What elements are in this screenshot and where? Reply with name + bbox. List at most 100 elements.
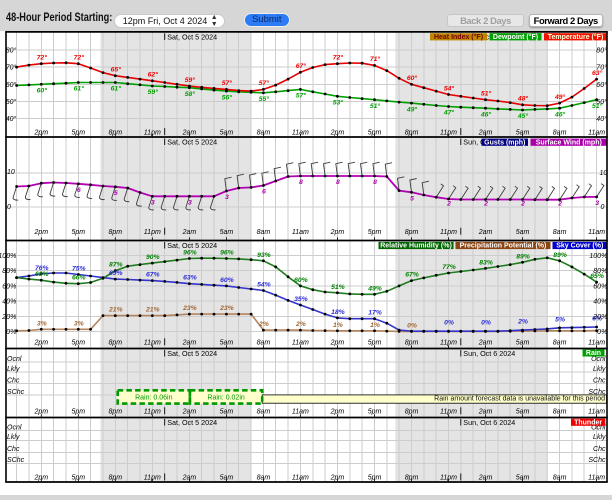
svg-text:2: 2: [483, 201, 488, 208]
svg-text:3: 3: [151, 200, 155, 207]
svg-text:6%: 6%: [592, 316, 602, 323]
svg-text:Temperature (°F): Temperature (°F): [548, 33, 604, 41]
svg-text:11pm: 11pm: [144, 475, 161, 482]
svg-text:18%: 18%: [331, 309, 345, 316]
svg-text:2am: 2am: [478, 229, 493, 236]
svg-text:11am: 11am: [588, 409, 605, 416]
svg-text:2%: 2%: [295, 321, 306, 328]
svg-text:5: 5: [114, 190, 118, 197]
svg-text:5: 5: [410, 196, 414, 203]
svg-text:45°: 45°: [517, 112, 529, 120]
svg-text:Rain: 0.06in: Rain: 0.06in: [135, 395, 172, 402]
svg-text:11pm: 11pm: [144, 409, 161, 416]
svg-text:2: 2: [446, 201, 451, 208]
svg-text:72°: 72°: [74, 54, 85, 62]
svg-text:Ocnl: Ocnl: [591, 424, 606, 431]
svg-text:11am: 11am: [588, 229, 605, 236]
svg-text:5am: 5am: [516, 475, 530, 482]
svg-text:5am: 5am: [516, 340, 530, 347]
svg-text:11pm: 11pm: [144, 229, 161, 236]
svg-text:Sun, Oct 6 2024: Sun, Oct 6 2024: [463, 418, 515, 427]
svg-text:2pm: 2pm: [33, 129, 48, 136]
svg-text:2%: 2%: [258, 321, 269, 328]
svg-text:49°: 49°: [406, 105, 418, 113]
svg-text:60°: 60°: [6, 81, 17, 89]
svg-text:69%: 69%: [109, 270, 123, 277]
svg-text:8pm: 8pm: [108, 475, 122, 482]
svg-text:3: 3: [225, 194, 229, 201]
svg-text:11pm: 11pm: [440, 409, 457, 416]
svg-text:2%: 2%: [517, 319, 528, 326]
svg-text:5pm: 5pm: [368, 475, 382, 482]
svg-text:0: 0: [7, 204, 11, 211]
svg-text:11pm: 11pm: [440, 340, 457, 347]
svg-text:2am: 2am: [478, 475, 493, 482]
svg-text:35%: 35%: [294, 296, 308, 303]
svg-text:2pm: 2pm: [330, 229, 345, 236]
svg-text:2am: 2am: [182, 129, 197, 136]
svg-text:Relative Humidity (%): Relative Humidity (%): [380, 243, 452, 250]
svg-text:61°: 61°: [74, 85, 85, 93]
svg-text:SChc: SChc: [588, 389, 606, 396]
svg-text:70°: 70°: [596, 64, 607, 72]
svg-text:5am: 5am: [516, 409, 530, 416]
svg-text:6: 6: [77, 187, 81, 194]
svg-text:8: 8: [299, 179, 303, 186]
svg-text:93%: 93%: [257, 252, 271, 259]
svg-text:5pm: 5pm: [71, 229, 85, 236]
svg-text:50°: 50°: [596, 98, 607, 106]
svg-text:Lkly: Lkly: [593, 366, 606, 373]
svg-text:66%: 66%: [72, 275, 86, 282]
svg-text:2: 2: [557, 201, 562, 208]
svg-text:2pm: 2pm: [330, 409, 345, 416]
svg-text:Precipitation Potential (%): Precipitation Potential (%): [460, 243, 547, 250]
svg-text:11pm: 11pm: [440, 129, 457, 136]
svg-text:0%: 0%: [597, 329, 607, 336]
svg-text:63%: 63%: [183, 275, 197, 282]
svg-text:Dewpoint (°F): Dewpoint (°F): [493, 33, 538, 41]
svg-text:8pm: 8pm: [405, 129, 419, 136]
svg-text:11am: 11am: [292, 409, 309, 416]
svg-text:58°: 58°: [185, 90, 196, 98]
svg-text:SChc: SChc: [588, 457, 606, 464]
svg-text:87%: 87%: [109, 262, 123, 269]
svg-text:Sun, Oct 6 2024: Sun, Oct 6 2024: [463, 33, 515, 42]
svg-text:8: 8: [373, 179, 377, 186]
svg-text:8am: 8am: [553, 475, 567, 482]
svg-text:Lkly: Lkly: [593, 434, 606, 441]
svg-text:11am: 11am: [588, 475, 605, 482]
svg-text:Sat, Oct 5 2024: Sat, Oct 5 2024: [167, 241, 217, 250]
svg-text:67%: 67%: [405, 272, 419, 279]
svg-text:6: 6: [262, 189, 266, 196]
svg-text:5am: 5am: [220, 409, 234, 416]
svg-text:SChc: SChc: [7, 389, 25, 396]
svg-text:Chc: Chc: [593, 446, 606, 453]
svg-text:8pm: 8pm: [108, 409, 122, 416]
svg-text:53°: 53°: [333, 99, 344, 107]
svg-text:Rain: 0.02in: Rain: 0.02in: [207, 395, 244, 402]
svg-text:67%: 67%: [146, 272, 160, 279]
svg-text:54°: 54°: [444, 84, 455, 92]
svg-text:2am: 2am: [182, 229, 197, 236]
svg-text:10: 10: [7, 169, 15, 176]
svg-text:75%: 75%: [72, 266, 86, 273]
svg-text:8pm: 8pm: [108, 340, 122, 347]
svg-text:2pm: 2pm: [33, 340, 48, 347]
svg-text:Rain: Rain: [586, 350, 601, 357]
svg-text:11am: 11am: [588, 129, 605, 136]
svg-text:11am: 11am: [588, 340, 605, 347]
svg-text:Lkly: Lkly: [7, 366, 20, 373]
svg-text:5am: 5am: [516, 229, 530, 236]
svg-text:2: 2: [520, 201, 525, 208]
svg-text:11pm: 11pm: [440, 475, 457, 482]
svg-text:89%: 89%: [516, 253, 530, 260]
svg-text:5am: 5am: [220, 340, 234, 347]
svg-text:72°: 72°: [37, 54, 48, 62]
svg-text:61°: 61°: [111, 85, 122, 93]
svg-text:60°: 60°: [407, 74, 418, 82]
svg-text:72°: 72°: [333, 54, 344, 62]
svg-text:8pm: 8pm: [405, 409, 419, 416]
svg-text:60%: 60%: [294, 277, 308, 284]
svg-text:40%: 40%: [2, 299, 16, 306]
svg-text:60%: 60%: [2, 283, 16, 290]
